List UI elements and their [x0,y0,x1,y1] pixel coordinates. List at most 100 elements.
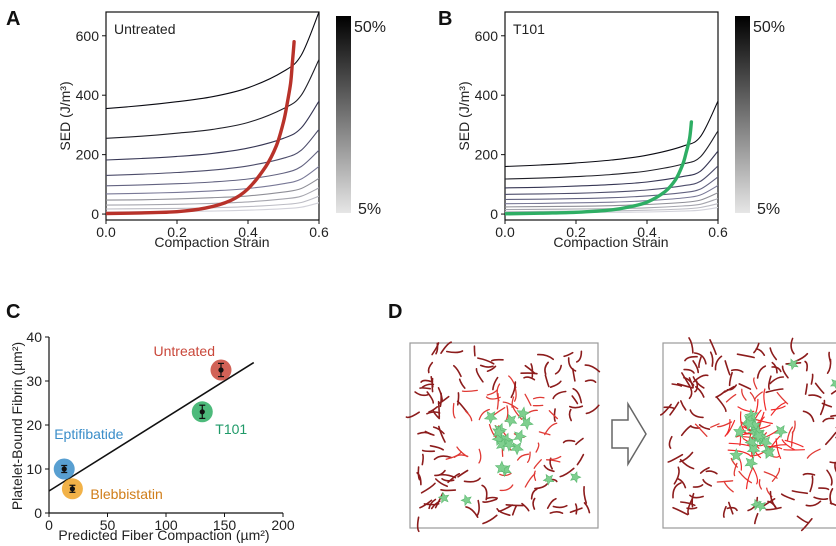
fibrin-fiber [584,379,597,383]
fibrin-fiber [825,431,836,446]
fibrin-fiber [676,477,687,489]
fibrin-fiber [496,383,501,402]
fibrin-fiber [765,506,782,511]
fibrin-fiber [437,387,443,403]
panel-a-iso-curve-45pct [106,59,319,139]
schematic-after-box [662,342,836,529]
fibrin-fiber [496,508,511,516]
fibrin-fiber [689,409,704,419]
panel-b-xtick-label: 0.2 [566,224,586,240]
fibrin-fiber [726,384,737,391]
fibrin-fiber [421,383,435,388]
fibrin-fiber [476,499,480,517]
platelet-icon [729,448,744,462]
fibrin-fiber [676,383,694,389]
fibrin-fiber [479,364,494,368]
fibrin-fiber [546,497,557,509]
fibrin-fiber [461,389,478,393]
platelet-icon [503,413,518,428]
fibrin-fiber [672,482,682,499]
fibrin-fiber [440,489,457,492]
fibrin-fiber [562,439,576,444]
fibrin-fiber [776,391,789,405]
fibrin-fiber [440,341,452,354]
fibrin-fiber [533,459,542,469]
fibrin-fiber [502,401,519,410]
panel-b-iso-curve-50pct [505,100,718,168]
panel-b-ytick-label: 400 [475,87,499,103]
fibrin-fiber [710,423,720,428]
fibrin-fiber [688,337,694,354]
fibrin-fiber [660,403,672,416]
fibrin-fiber [584,364,601,373]
fibrin-fiber [567,357,577,372]
panel-c-chart: Untreated T101 Eptifibatide Blebbistatin 0 5… [9,329,295,543]
panel-b-iso-curve-35pct [505,165,718,195]
fibrin-fiber [491,358,504,362]
fibrin-fiber [478,448,482,464]
fibrin-fiber [681,372,691,387]
panel-b-ytick-label: 600 [475,28,499,44]
panel-a-xtick-label: 0.0 [96,224,116,240]
fibrin-fiber [694,423,708,437]
fibrin-fiber [428,498,437,510]
panel-b-iso-curve-20pct [505,192,718,208]
fibrin-fiber [516,453,530,461]
panel-a-iso-curve-15pct [106,187,319,206]
fibrin-fiber [544,374,550,388]
panel-c-ytick-label: 0 [34,505,42,521]
fibrin-fiber [763,471,778,479]
fibrin-fiber [698,356,702,369]
platelet-icon [494,460,509,474]
panel-a-iso-curve-40pct [106,100,319,161]
fibrin-fiber [699,466,710,474]
fibrin-fiber [481,484,488,501]
fibrin-fiber [585,404,600,415]
fibrin-fiber [537,353,554,361]
fibrin-fiber [421,453,424,466]
fibrin-fiber [767,375,772,390]
fibrin-fiber [486,496,498,500]
fibrin-fiber [414,391,429,397]
fibrin-fiber [724,360,731,376]
panel-a-xtick-label: 0.6 [309,224,329,240]
panel-c-ytick-label: 10 [26,461,42,477]
panel-c-point-marker-eptifibatide [61,466,67,472]
fibrin-fiber [810,373,814,385]
fibrin-fiber [680,400,687,411]
panel-letter-a: A [6,8,20,30]
fibrin-fiber [426,391,435,404]
fibrin-fiber [754,391,763,400]
fibrin-fiber [526,451,531,463]
fibrin-fiber [819,399,826,416]
fibrin-fiber [420,379,434,383]
panel-c-ylabel: Platelet-Bound Fibrin (µm²) [9,342,25,510]
platelet-icon [502,438,516,452]
fibrin-fiber [693,352,707,365]
arrow-right-icon [611,401,647,467]
fibrin-fiber [486,365,497,372]
fibrin-fiber [814,382,825,394]
fibrin-fiber [576,350,583,363]
fibrin-fiber [576,453,585,466]
platelet-icon [513,429,527,444]
fibrin-fiber [457,469,469,478]
compacted-fiber [739,411,747,434]
panel-a-xtick-label: 0.4 [238,224,258,240]
platelet-icon [773,424,788,439]
fibrin-fiber [554,364,562,375]
platelet-icon [437,491,450,504]
fibrin-fiber [673,466,680,485]
fibrin-fiber [738,383,752,390]
fibrin-fiber [733,462,738,477]
fibrin-fiber [478,408,490,421]
fibrin-fiber [535,442,540,453]
fibrin-fiber [530,488,538,500]
fibrin-fiber [818,487,830,491]
fibrin-fiber [826,358,832,374]
fibrin-fiber [689,494,704,499]
panel-a-iso-curve-25pct [106,166,319,195]
panel-a-iso-curve-30pct [106,149,319,187]
fibrin-fiber [416,516,420,533]
fibrin-fiber [549,511,564,514]
